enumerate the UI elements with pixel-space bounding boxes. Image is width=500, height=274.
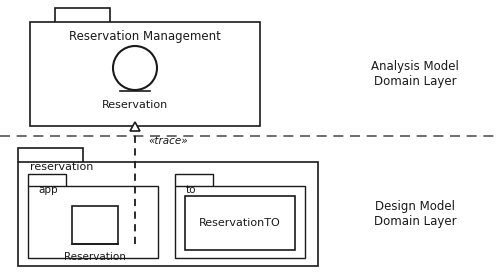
Polygon shape (55, 8, 110, 22)
Polygon shape (28, 174, 66, 186)
Text: Reservation: Reservation (102, 100, 168, 110)
Bar (30, 22, 260, 126)
Bar (18, 162, 318, 266)
Bar (28, 186, 158, 258)
Text: app: app (38, 185, 58, 195)
Polygon shape (18, 148, 83, 162)
Bar (185, 196, 295, 250)
Text: «trace»: «trace» (148, 136, 188, 146)
Bar (175, 186, 305, 258)
Ellipse shape (113, 46, 157, 90)
Text: Reservation: Reservation (64, 252, 126, 262)
Text: Design Model
Domain Layer: Design Model Domain Layer (374, 200, 456, 228)
Polygon shape (130, 122, 140, 131)
Text: Reservation Management: Reservation Management (69, 30, 221, 43)
Bar (72, 206, 118, 244)
Text: ReservationTO: ReservationTO (199, 218, 281, 228)
Text: Analysis Model
Domain Layer: Analysis Model Domain Layer (371, 60, 459, 88)
Text: reservation: reservation (30, 162, 94, 172)
Text: to: to (186, 185, 196, 195)
Polygon shape (175, 174, 213, 186)
